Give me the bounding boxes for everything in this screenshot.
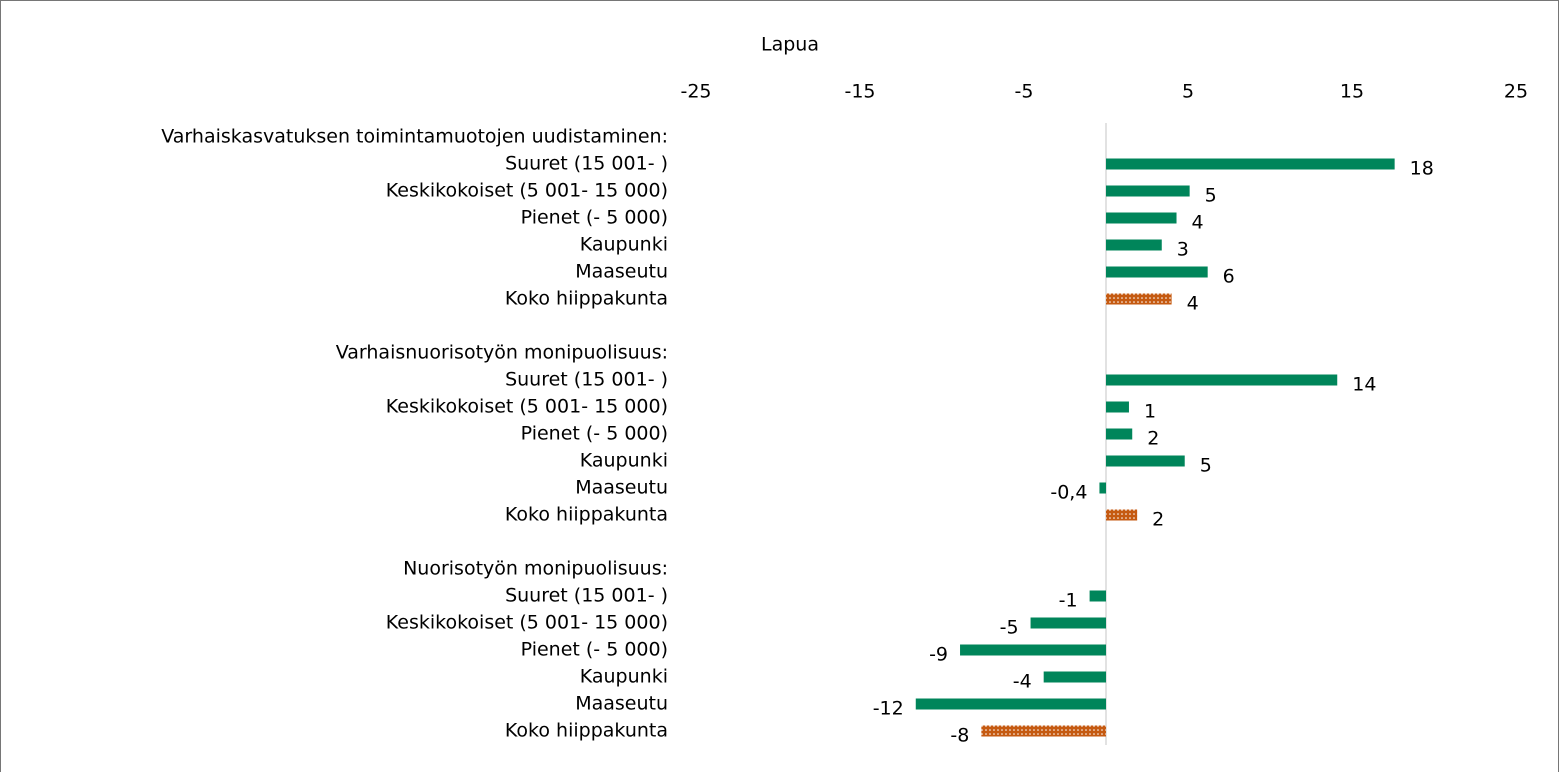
category-label: Suuret (15 001- ) (505, 153, 668, 175)
category-label: Pienet (- 5 000) (521, 423, 668, 445)
category-label: Koko hiippakunta (505, 288, 668, 310)
value-label: 2 (1147, 428, 1159, 450)
value-label: 4 (1192, 212, 1204, 234)
x-tick-label: 15 (1340, 81, 1364, 103)
x-tick-label: -15 (844, 81, 875, 103)
x-tick-label: -25 (680, 81, 711, 103)
category-label: Maaseutu (575, 693, 668, 715)
value-label: -1 (1059, 590, 1078, 612)
category-label: Suuret (15 001- ) (505, 585, 668, 607)
bar (1089, 590, 1106, 602)
category-label: Varhaisnuorisotyön monipuolisuus: (336, 342, 668, 364)
value-label: 14 (1352, 374, 1376, 396)
value-label: -0,4 (1050, 482, 1087, 504)
category-label: Pienet (- 5 000) (521, 639, 668, 661)
category-label: Koko hiippakunta (505, 720, 668, 742)
category-label: Koko hiippakunta (505, 504, 668, 526)
bar (981, 725, 1106, 737)
chart-title: Lapua (761, 34, 819, 56)
bar (1043, 671, 1106, 683)
value-label: -5 (1000, 617, 1019, 639)
value-label: 6 (1223, 266, 1235, 288)
x-tick-label: -5 (1015, 81, 1034, 103)
bar (1106, 455, 1185, 467)
value-label: 3 (1177, 239, 1189, 261)
bar (1099, 482, 1106, 494)
bar (1106, 293, 1172, 305)
category-label: Kaupunki (580, 450, 668, 472)
category-label: Maaseutu (575, 261, 668, 283)
x-tick-label: 5 (1182, 81, 1194, 103)
bar (1030, 617, 1106, 629)
bar (960, 644, 1106, 656)
category-label: Pienet (- 5 000) (521, 207, 668, 229)
bar (1106, 212, 1177, 224)
bar (1106, 509, 1138, 521)
category-label: Nuorisotyön monipuolisuus: (403, 558, 668, 580)
bar (1106, 239, 1162, 251)
bar (1106, 266, 1208, 278)
category-label: Keskikokoiset (5 001- 15 000) (386, 180, 668, 202)
bar (1106, 401, 1129, 413)
value-label: 4 (1187, 293, 1199, 315)
category-label: Maaseutu (575, 477, 668, 499)
bar (1106, 185, 1190, 197)
value-label: 5 (1200, 455, 1212, 477)
value-label: -4 (1013, 671, 1032, 693)
category-label: Suuret (15 001- ) (505, 369, 668, 391)
bar (1106, 374, 1338, 386)
value-label: 2 (1152, 509, 1164, 531)
x-tick-label: 25 (1504, 81, 1528, 103)
bar (1106, 158, 1395, 170)
value-label: 1 (1144, 401, 1156, 423)
value-label: -9 (929, 644, 948, 666)
category-label: Kaupunki (580, 666, 668, 688)
value-label: 18 (1410, 158, 1434, 180)
category-label: Keskikokoiset (5 001- 15 000) (386, 612, 668, 634)
bar (1106, 428, 1133, 440)
category-label: Keskikokoiset (5 001- 15 000) (386, 396, 668, 418)
category-label: Varhaiskasvatuksen toimintamuotojen uudi… (161, 126, 668, 148)
value-label: -12 (873, 698, 904, 720)
category-label: Kaupunki (580, 234, 668, 256)
value-label: 5 (1205, 185, 1217, 207)
value-label: -8 (950, 725, 969, 747)
bar (915, 698, 1106, 710)
